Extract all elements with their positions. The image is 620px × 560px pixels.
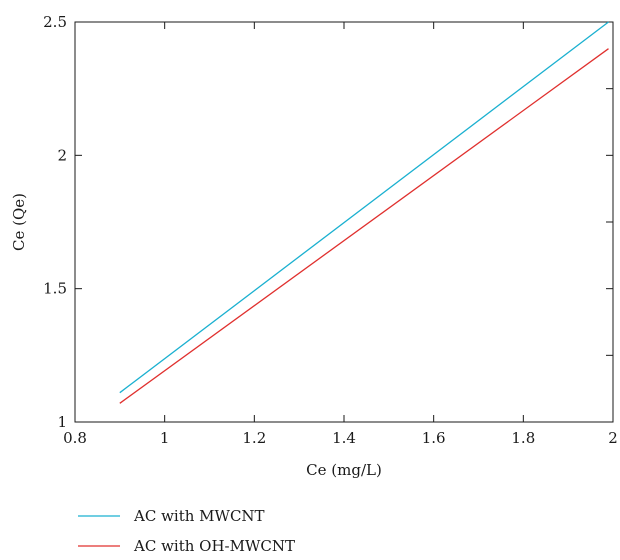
x-tick-label: 1.2	[242, 429, 266, 447]
x-tick-label: 0.8	[63, 429, 87, 447]
y-axis-title: Ce (Qe)	[10, 193, 28, 251]
y-tick-label: 1	[57, 413, 67, 431]
y-tick-label: 1.5	[43, 280, 67, 298]
legend: AC with MWCNT AC with OH-MWCNT	[78, 507, 295, 555]
series-lines	[119, 21, 609, 404]
legend-label-1: AC with MWCNT	[133, 507, 265, 525]
series-line-1	[119, 21, 609, 394]
x-tick-label: 1.6	[422, 429, 446, 447]
legend-label-2: AC with OH-MWCNT	[133, 537, 295, 555]
axis-ticks	[74, 21, 614, 423]
x-tick-label: 2	[608, 429, 618, 447]
x-tick-label: 1.8	[511, 429, 535, 447]
y-tick-label: 2.5	[43, 13, 67, 31]
x-axis-title: Ce (mg/L)	[306, 461, 382, 479]
tick-labels: 0.8 1 1.2 1.4 1.6 1.8 211.522.5	[43, 13, 618, 447]
series-line-2	[119, 48, 609, 404]
x-tick-label: 1	[160, 429, 170, 447]
y-tick-label: 2	[57, 146, 67, 164]
x-tick-label: 1.4	[332, 429, 356, 447]
